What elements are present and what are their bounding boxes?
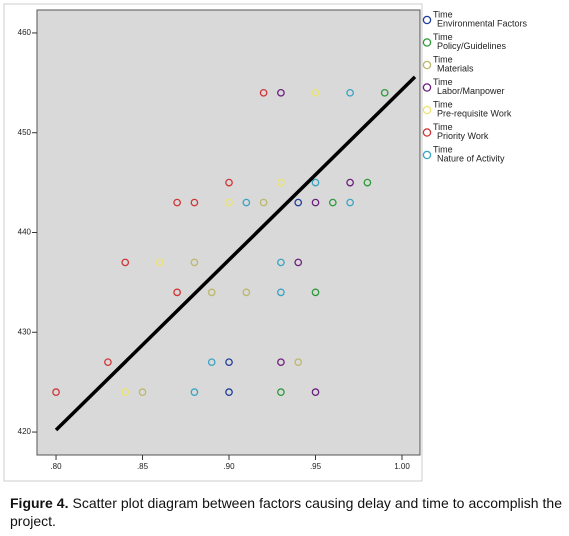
legend-variable: Time xyxy=(433,144,453,154)
point xyxy=(311,178,320,187)
caption-text: Scatter plot diagram between factors cau… xyxy=(10,495,562,529)
point xyxy=(207,288,216,297)
y-tick-label: 450 xyxy=(18,128,32,137)
point xyxy=(311,388,320,396)
legend-label: Environmental Factors xyxy=(437,18,528,28)
point xyxy=(242,288,251,297)
caption: Figure 4. Scatter plot diagram between f… xyxy=(10,494,562,530)
point xyxy=(328,198,337,207)
legend-label: Nature of Activity xyxy=(437,153,505,163)
x-tick-label: .95 xyxy=(310,462,322,471)
point xyxy=(173,198,181,207)
legend-marker xyxy=(422,83,432,92)
legend-marker xyxy=(422,150,432,160)
point xyxy=(225,198,233,207)
point xyxy=(225,358,233,367)
x-tick-label: .80 xyxy=(50,462,62,471)
point xyxy=(294,358,303,367)
point xyxy=(155,258,164,267)
caption-label: Figure 4. xyxy=(10,495,69,511)
point xyxy=(277,258,285,267)
point xyxy=(380,88,389,97)
legend-marker xyxy=(422,38,432,47)
point xyxy=(277,88,285,97)
y-tick-label: 420 xyxy=(18,427,32,436)
legend-variable: Time xyxy=(433,9,453,19)
legend-marker xyxy=(422,105,432,115)
legend-marker xyxy=(422,128,432,137)
legend-label: Priority Work xyxy=(437,131,489,141)
point xyxy=(311,88,320,97)
point xyxy=(52,388,60,396)
x-tick-label: .85 xyxy=(137,462,149,471)
point xyxy=(363,178,372,187)
point xyxy=(190,258,199,267)
point xyxy=(225,388,233,396)
point xyxy=(104,358,112,367)
point xyxy=(277,288,285,297)
point xyxy=(121,388,130,396)
y-tick-label: 460 xyxy=(18,28,32,37)
point xyxy=(207,358,216,367)
point xyxy=(277,388,285,396)
point xyxy=(277,358,285,367)
y-tick-label: 430 xyxy=(18,327,32,336)
legend-variable: Time xyxy=(433,122,453,132)
point xyxy=(173,288,181,297)
y-tick-label: 440 xyxy=(18,228,32,237)
legend-variable: Time xyxy=(433,54,453,64)
point xyxy=(242,198,251,207)
point xyxy=(294,198,303,207)
legend-variable: Time xyxy=(433,77,453,87)
legend-variable: Time xyxy=(433,99,453,109)
point xyxy=(190,388,199,396)
point xyxy=(138,388,147,396)
plot-area xyxy=(36,9,421,456)
point xyxy=(259,88,268,97)
point xyxy=(277,178,285,187)
point xyxy=(121,258,130,267)
fit-line xyxy=(54,75,417,432)
legend-marker xyxy=(422,60,432,70)
x-tick-label: .90 xyxy=(223,462,235,471)
point xyxy=(294,258,303,267)
x-tick-label: 1.00 xyxy=(394,462,410,471)
legend-label: Policy/Guidelines xyxy=(437,41,507,51)
legend-label: Pre-requisite Work xyxy=(437,108,512,118)
point xyxy=(346,88,354,97)
legend-marker xyxy=(422,15,432,25)
point xyxy=(311,198,320,207)
legend-label: Labor/Manpower xyxy=(437,86,505,96)
legend-label: Materials xyxy=(437,63,474,73)
point xyxy=(346,198,354,207)
point xyxy=(190,198,199,207)
point xyxy=(259,198,268,207)
point xyxy=(225,178,233,187)
point xyxy=(346,178,354,187)
point xyxy=(311,288,320,297)
legend-variable: Time xyxy=(433,32,453,42)
